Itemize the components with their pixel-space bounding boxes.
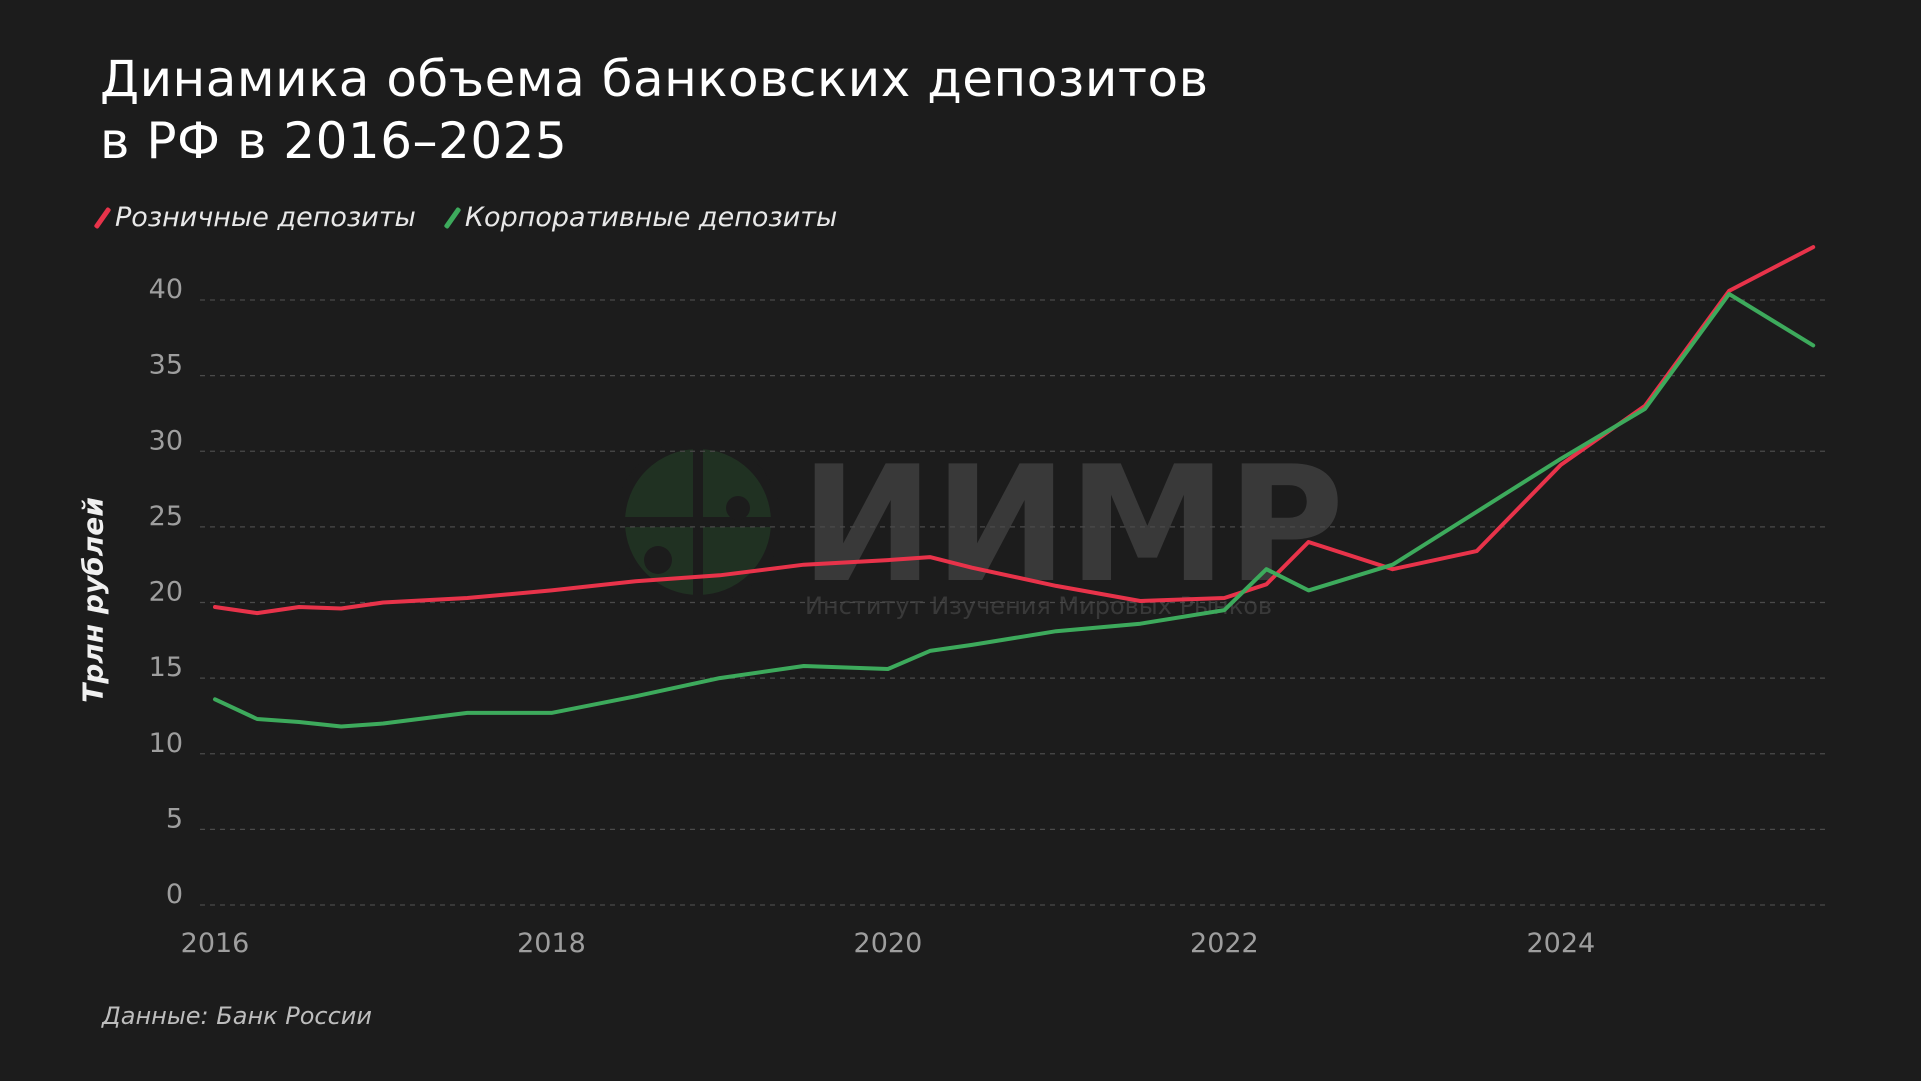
x-tick-label: 2018 <box>517 928 586 959</box>
y-tick-label: 40 <box>149 274 183 305</box>
y-tick-labels: 0 5 10 15 20 25 30 35 40 <box>149 274 183 910</box>
chart-title-line-2: в РФ в 2016–2025 <box>100 112 568 170</box>
watermark: ИИМР Институт Изучения Мировых Рынков <box>615 431 1344 620</box>
x-tick-label: 2020 <box>854 928 923 959</box>
series-line-corporate <box>213 292 1816 729</box>
x-tick-label: 2022 <box>1190 928 1259 959</box>
series-line-retail <box>213 245 1816 616</box>
x-tick-labels: 2016 2018 2020 2022 2024 <box>181 928 1596 959</box>
series-lines <box>213 245 1816 729</box>
globe-logo-icon <box>615 439 781 605</box>
x-tick-label: 2016 <box>181 928 250 959</box>
legend-item-corporate: Корпоративные депозиты <box>443 202 838 233</box>
data-source-note: Данные: Банк России <box>102 1002 372 1030</box>
chart-legend: Розничные депозиты Корпоративные депозит… <box>93 202 838 233</box>
watermark-subtext: Институт Изучения Мировых Рынков <box>805 592 1272 620</box>
y-tick-label: 5 <box>166 803 183 834</box>
y-tick-label: 35 <box>149 350 183 381</box>
x-tick-label: 2024 <box>1526 928 1595 959</box>
y-tick-label: 30 <box>149 425 183 456</box>
legend-item-retail: Розничные депозиты <box>93 202 416 233</box>
y-tick-label: 15 <box>149 652 183 683</box>
legend-label-corporate: Корпоративные депозиты <box>464 202 838 233</box>
y-tick-label: 10 <box>149 728 183 759</box>
y-tick-label: 25 <box>149 501 183 532</box>
y-tick-label: 0 <box>166 879 183 910</box>
grid-lines <box>200 299 1830 906</box>
y-tick-label: 20 <box>149 577 183 608</box>
legend-label-retail: Розничные депозиты <box>115 202 416 233</box>
chart-title: Динамика объема банковских депозитов в Р… <box>100 48 1500 172</box>
chart-title-line-1: Динамика объема банковских депозитов <box>100 50 1209 108</box>
